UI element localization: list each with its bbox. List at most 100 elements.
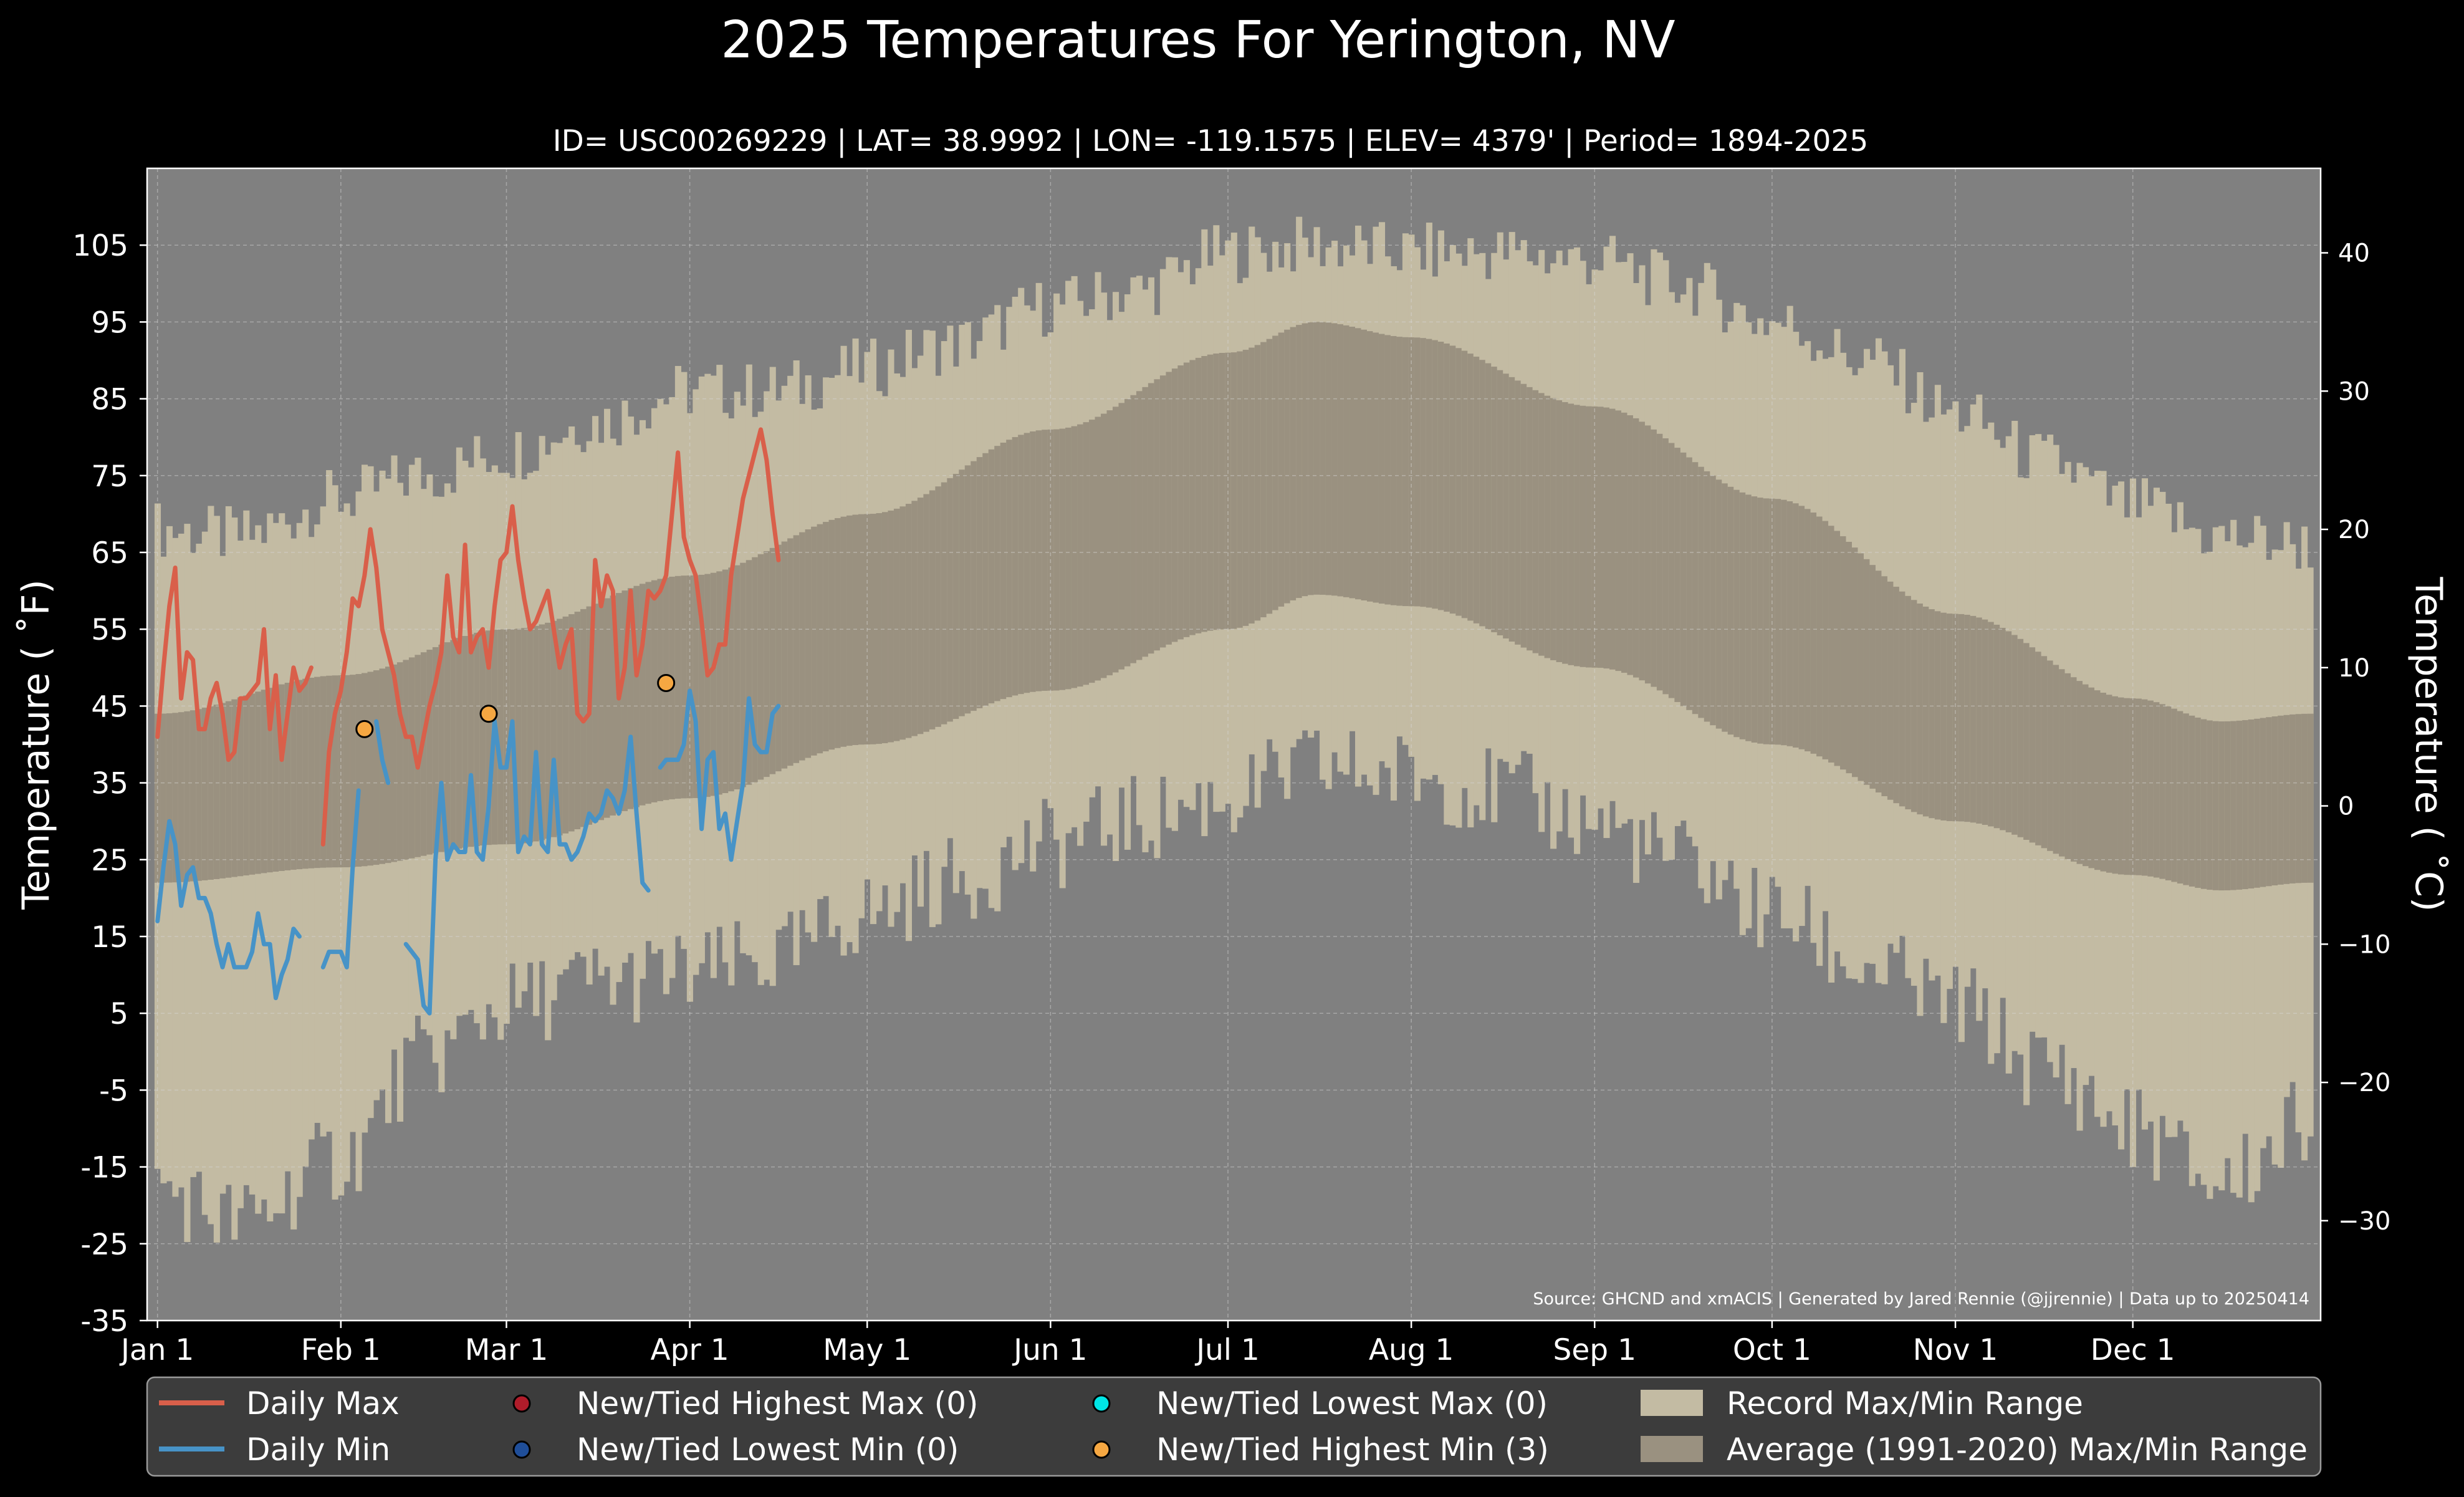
normal-range-bar xyxy=(2141,699,2148,876)
normal-range-bar xyxy=(1580,405,1586,667)
normal-range-bar xyxy=(479,631,486,845)
normal-range-bar xyxy=(693,575,699,798)
normal-range-bar xyxy=(888,510,894,743)
normal-range-bar xyxy=(1183,362,1190,637)
normal-range-bar xyxy=(1922,606,1929,817)
normal-range-bar xyxy=(1715,479,1722,729)
normal-range-bar xyxy=(1254,345,1261,621)
normal-range-bar xyxy=(2029,647,2036,843)
y-tick-label: 15 xyxy=(91,920,128,955)
normal-range-bar xyxy=(2011,635,2018,835)
normal-range-bar xyxy=(1786,501,1793,746)
normal-range-bar xyxy=(237,697,244,877)
y-tick-label: -35 xyxy=(80,1304,128,1339)
x-tick-label: Nov 1 xyxy=(1913,1333,1998,1367)
normal-range-bar xyxy=(1320,322,1326,595)
normal-range-bar xyxy=(929,490,936,729)
x-tick-label: Jan 1 xyxy=(119,1333,194,1367)
normal-range-bar xyxy=(1189,360,1196,635)
normal-range-bar xyxy=(840,516,847,747)
normal-range-bar xyxy=(2301,713,2308,883)
legend-highest-min-marker xyxy=(1092,1440,1111,1459)
normal-range-bar xyxy=(2212,721,2219,890)
normal-range-bar xyxy=(935,486,942,727)
normal-range-bar xyxy=(2136,698,2142,875)
normal-range-bar xyxy=(1993,624,2000,829)
normal-range-bar xyxy=(781,541,788,769)
normal-range-bar xyxy=(467,634,474,847)
legend-lowest-max-marker xyxy=(1092,1394,1111,1413)
normal-range-bar xyxy=(343,675,350,868)
normal-range-bar xyxy=(598,600,605,821)
normal-range-bar xyxy=(243,695,250,876)
normal-range-bar xyxy=(870,514,877,744)
normal-range-bar xyxy=(823,522,830,752)
normal-range-bar xyxy=(1053,429,1060,691)
normal-range-bar xyxy=(1467,354,1474,621)
normal-range-bar xyxy=(1432,340,1439,609)
normal-range-bar xyxy=(728,567,735,792)
normal-range-bar xyxy=(864,514,871,744)
normal-range-bar xyxy=(1159,375,1166,648)
normal-range-bar xyxy=(1325,322,1332,595)
normal-range-bar xyxy=(1349,327,1356,599)
normal-range-bar xyxy=(1237,351,1244,628)
legend-highest-min-label: New/Tied Highest Min (3) xyxy=(1156,1432,1549,1468)
record-markers xyxy=(355,673,676,738)
normal-range-bar xyxy=(911,501,918,736)
normal-range-bar xyxy=(1260,342,1267,618)
y-right-tick-label: 30 xyxy=(2338,377,2370,406)
normal-range-bar xyxy=(2183,713,2190,885)
normal-range-bar xyxy=(1651,429,1657,687)
normal-range-bar xyxy=(959,469,966,716)
normal-range-bar xyxy=(1343,325,1350,597)
normal-range-bar xyxy=(568,614,575,832)
normal-range-bar xyxy=(2260,718,2266,887)
normal-range-bar xyxy=(213,705,220,879)
normal-range-bar xyxy=(1042,430,1048,691)
normal-range-bar xyxy=(1621,412,1628,673)
legend-record-range-swatch xyxy=(1641,1390,1703,1416)
normal-range-bar xyxy=(184,711,191,882)
normal-range-bar xyxy=(805,529,812,758)
normal-range-bar xyxy=(1361,329,1368,600)
normal-range-bar xyxy=(1692,462,1699,715)
normal-range-bar xyxy=(154,713,161,883)
normal-range-bar xyxy=(2165,706,2172,880)
normal-range-bar xyxy=(1390,335,1397,605)
y-tick-label: 45 xyxy=(91,690,128,724)
normal-range-bar xyxy=(2248,719,2255,888)
normal-range-bar xyxy=(2035,652,2042,845)
normal-range-bar xyxy=(1763,498,1770,744)
normal-range-bar xyxy=(178,712,185,882)
normal-range-bar xyxy=(1035,430,1042,691)
normal-range-bar xyxy=(1230,352,1237,629)
normal-range-bar xyxy=(722,569,729,794)
normal-range-bar xyxy=(533,625,540,842)
normal-range-bar xyxy=(160,713,167,883)
normal-range-bar xyxy=(1414,337,1421,607)
normal-range-bar xyxy=(976,457,983,708)
normal-range-bar xyxy=(1852,547,1859,777)
normal-range-bar xyxy=(219,703,226,878)
normal-range-bar xyxy=(971,461,977,711)
legend-daily-min-label: Daily Min xyxy=(246,1432,390,1468)
normal-range-bar xyxy=(1272,335,1279,610)
normal-range-bar xyxy=(1006,440,1013,698)
normal-range-bar xyxy=(1018,435,1025,695)
normal-range-bar xyxy=(1473,357,1480,623)
y-tick-label: 55 xyxy=(91,613,128,647)
normal-range-bar xyxy=(420,652,427,856)
normal-range-bar xyxy=(2100,693,2107,872)
normal-range-bar xyxy=(716,571,723,795)
y-right-tick-label: −20 xyxy=(2338,1069,2390,1097)
legend-daily-max-label: Daily Max xyxy=(246,1385,400,1422)
normal-range-bar xyxy=(1106,410,1113,676)
normal-range-bar xyxy=(1632,418,1640,678)
normal-range-bar xyxy=(1964,615,1971,822)
normal-range-bar xyxy=(1154,379,1161,651)
normal-range-bar xyxy=(550,620,557,837)
normal-range-bar xyxy=(964,465,971,714)
normal-range-bar xyxy=(645,582,652,804)
legend-lowest-min-marker xyxy=(512,1440,531,1459)
